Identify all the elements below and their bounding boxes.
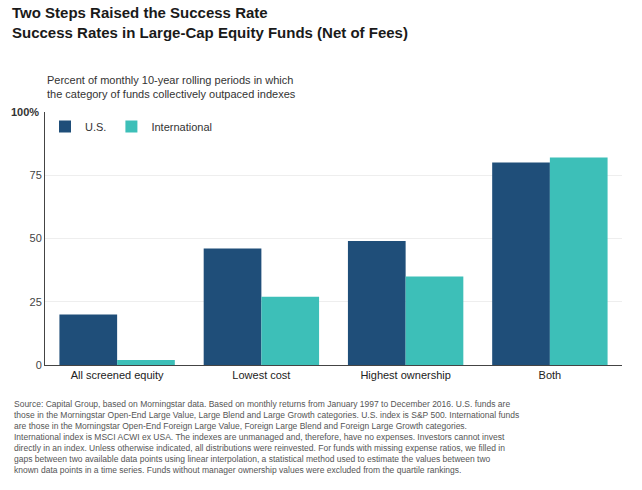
svg-text:0: 0 [36,359,42,371]
svg-text:50: 50 [30,232,42,244]
svg-text:Lowest cost: Lowest cost [232,369,290,381]
svg-text:100%: 100% [11,106,39,118]
svg-text:Both: Both [539,369,562,381]
svg-text:75: 75 [30,169,42,181]
svg-text:Two Steps Raised the Success R: Two Steps Raised the Success RateSuccess… [12,4,408,41]
svg-text:25: 25 [30,296,42,308]
svg-text:U.S.: U.S. [85,121,106,133]
svg-text:All screened equity: All screened equity [71,369,164,381]
svg-text:International: International [151,121,212,133]
svg-text:Highest ownership: Highest ownership [360,369,451,381]
svg-text:Percent of monthly 10-year rol: Percent of monthly 10-year rolling perio… [47,74,296,100]
svg-text:Source: Capital Group, based o: Source: Capital Group, based on Mornings… [14,399,519,475]
